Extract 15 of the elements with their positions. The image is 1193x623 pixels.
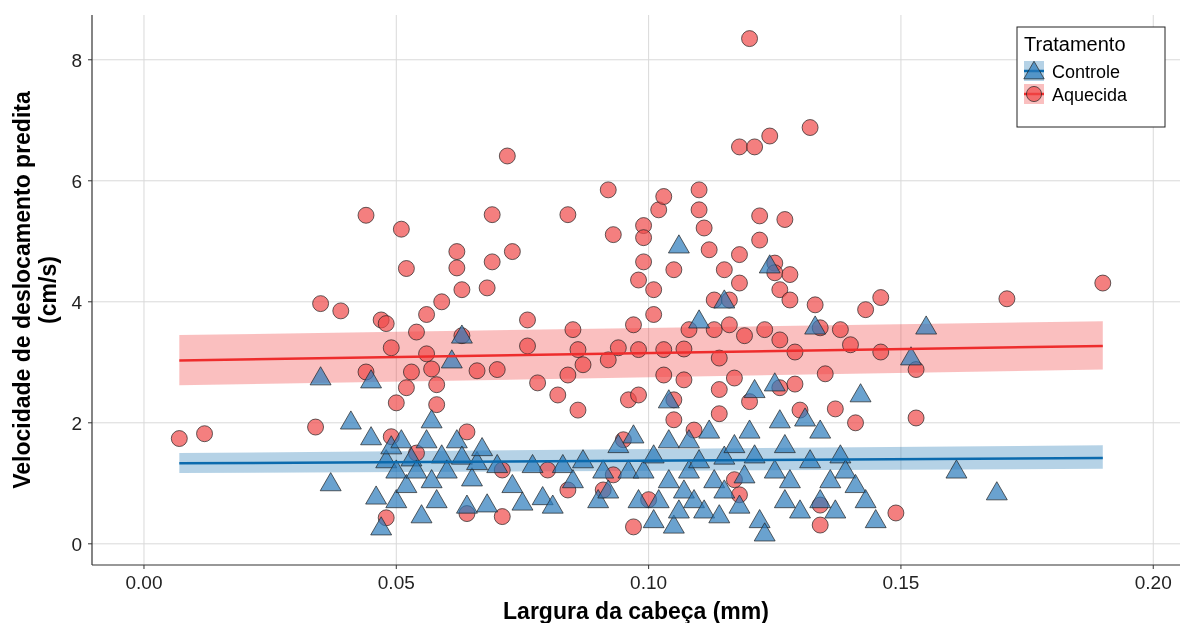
- legend-label: Controle: [1052, 62, 1121, 82]
- y-tick-label: 0: [71, 533, 82, 555]
- x-axis-title: Largura da cabeça (mm): [503, 598, 769, 623]
- y-axis-title: Velocidade de deslocamento predita (cm/s): [9, 91, 61, 489]
- x-tick-label: 0.10: [630, 572, 668, 593]
- y-tick-label: 4: [71, 291, 83, 313]
- legend-title: Tratamento: [1024, 33, 1126, 55]
- x-tick-label: 0.15: [882, 572, 920, 593]
- legend-label: Aquecida: [1052, 85, 1129, 105]
- y-tick-label: 2: [71, 412, 82, 434]
- x-tick-label: 0.20: [1134, 572, 1172, 593]
- x-tick-label: 0.00: [125, 572, 163, 593]
- y-tick-label: 6: [71, 170, 82, 192]
- x-tick-label: 0.05: [377, 572, 415, 593]
- y-tick-label: 8: [71, 49, 82, 71]
